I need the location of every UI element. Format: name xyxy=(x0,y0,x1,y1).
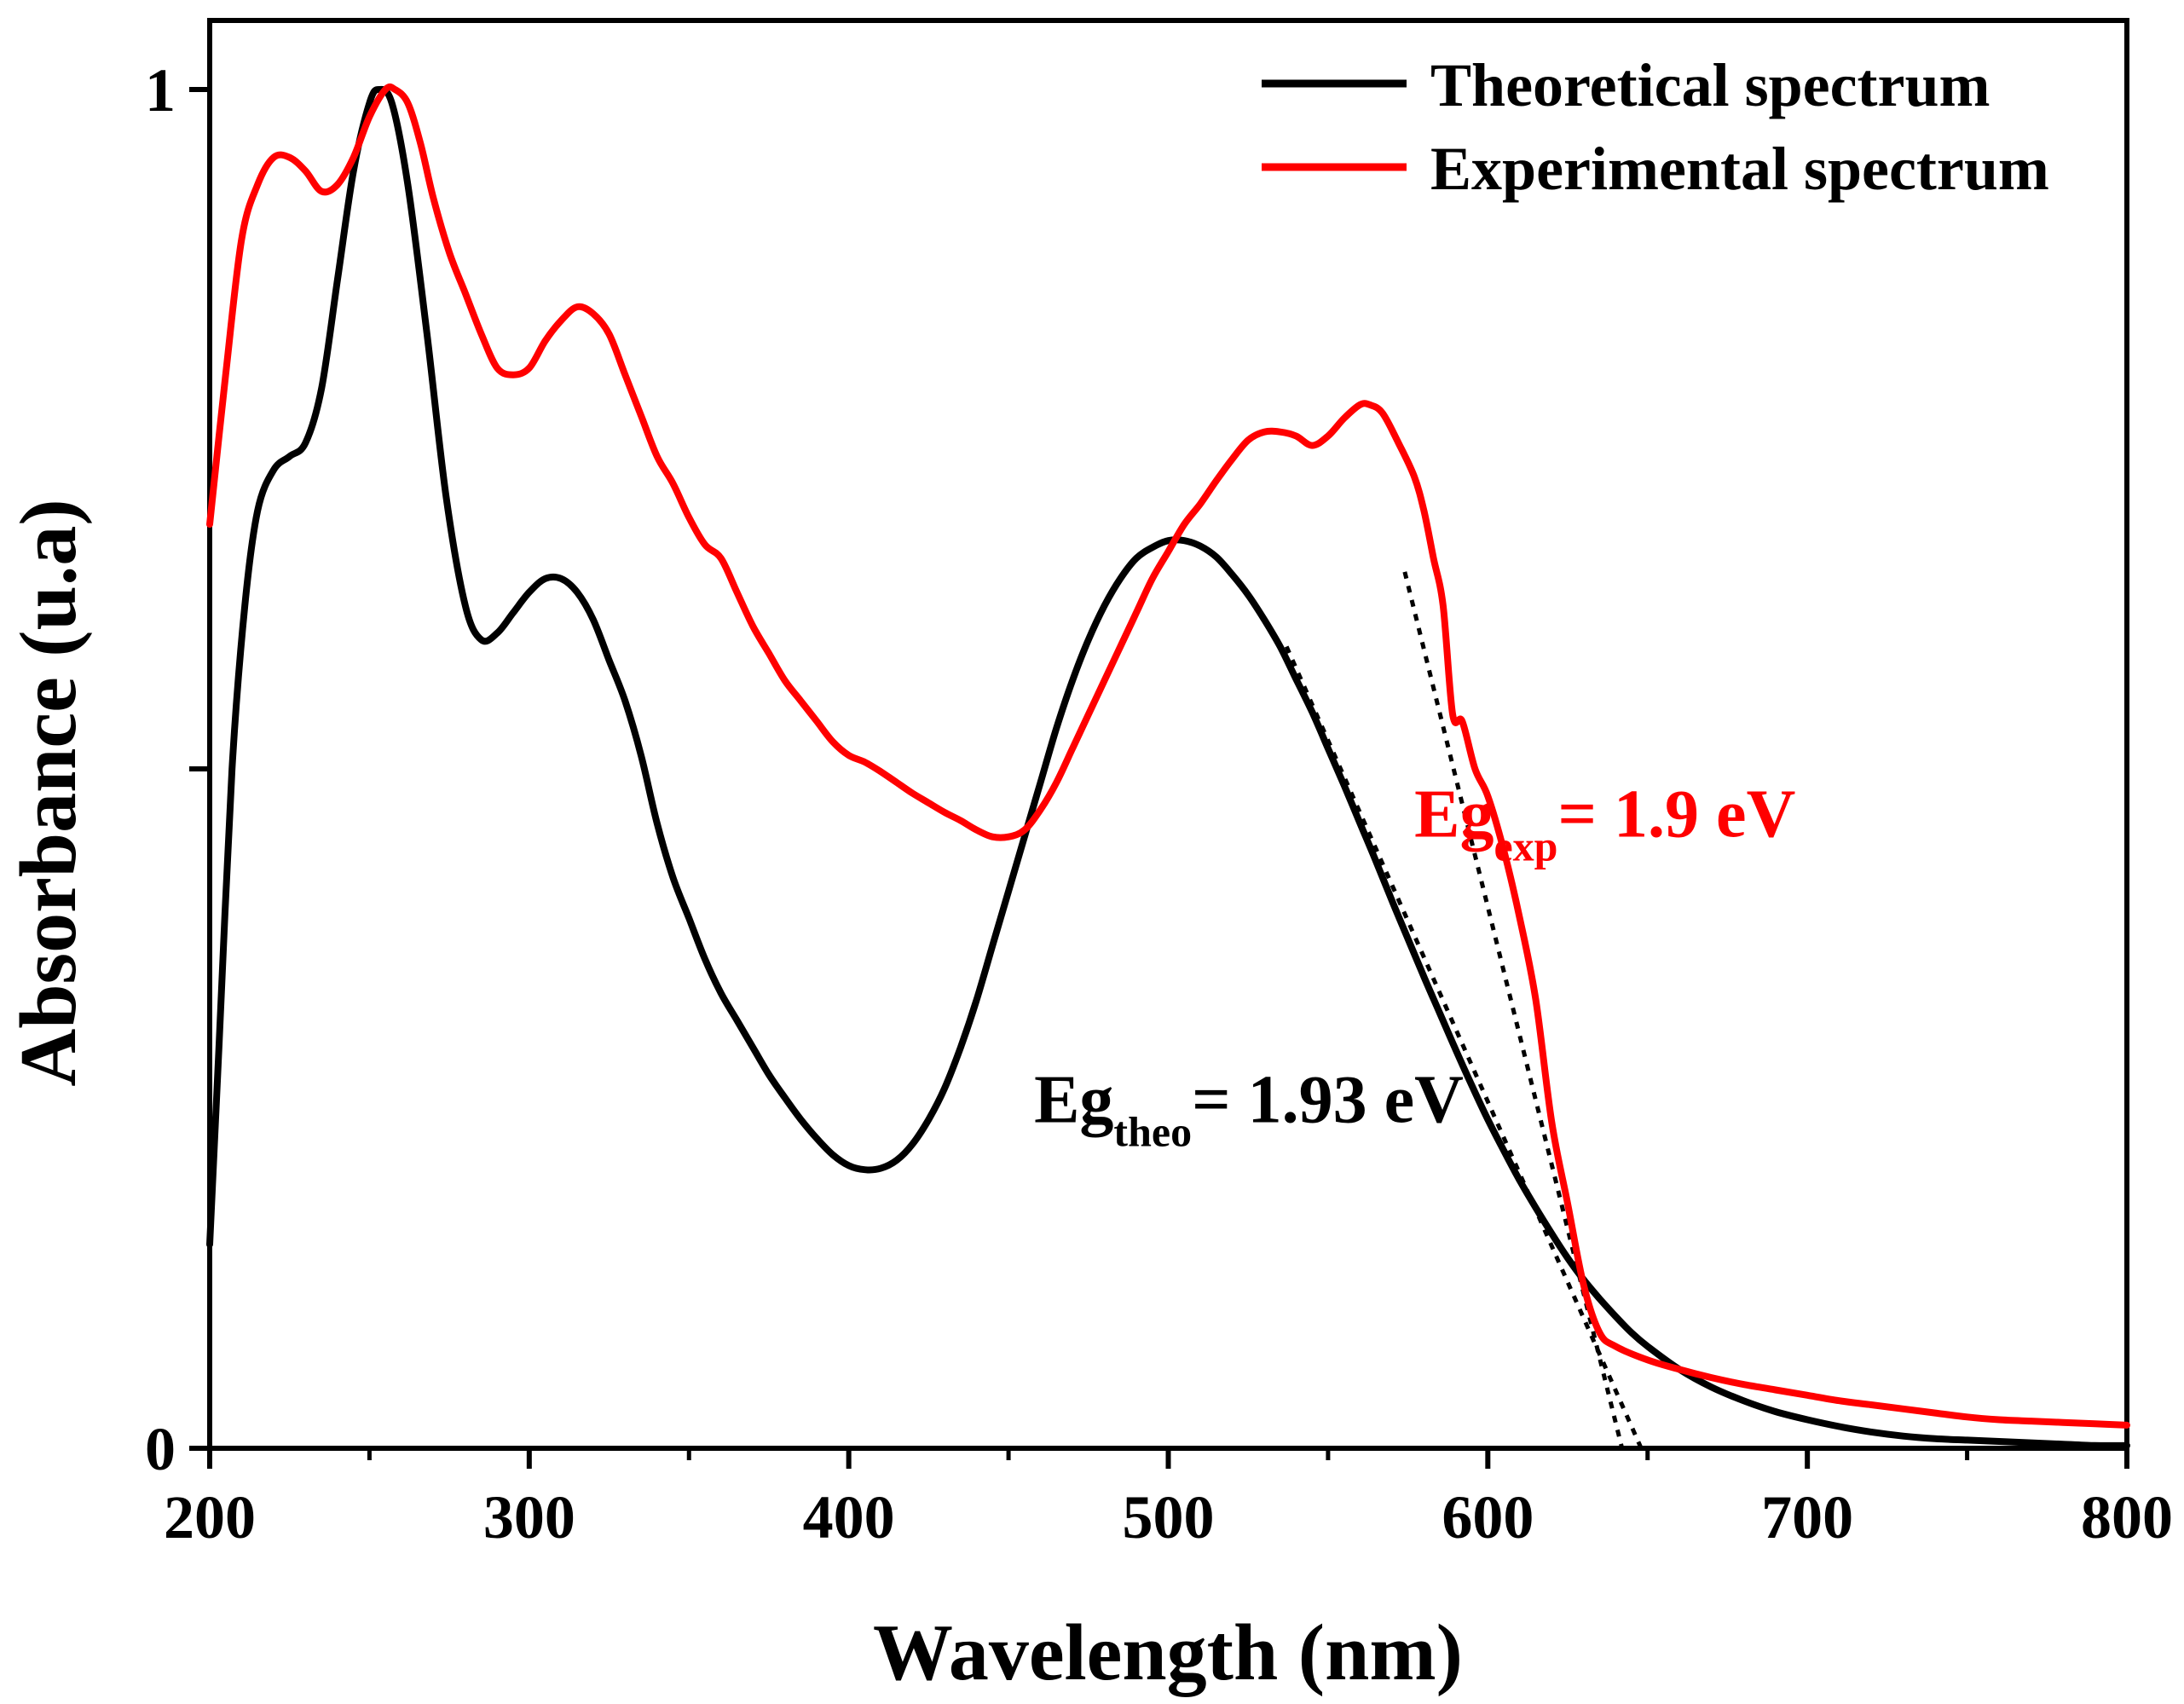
legend-label-experimental: Experimental spectrum xyxy=(1430,135,2049,203)
y-tick-label-1: 1 xyxy=(145,56,176,124)
theoretical-tangent xyxy=(1284,645,1644,1450)
axis-tick-labels: 200 300 400 500 600 700 800 0 1 xyxy=(145,56,2173,1551)
eg-exp-main: Eg xyxy=(1414,777,1494,852)
y-tick-label-0: 0 xyxy=(145,1415,176,1483)
experimental-tangent xyxy=(1402,571,1625,1449)
series-line-experimental xyxy=(206,83,2130,1429)
x-tick-label-400: 400 xyxy=(803,1483,895,1551)
x-tick-label-700: 700 xyxy=(1761,1483,1853,1551)
tangent-lines xyxy=(1284,571,1644,1450)
eg-exp-subscript: exp xyxy=(1494,823,1557,870)
legend: Theoretical spectrum Experimental spectr… xyxy=(1262,51,2049,203)
eg-theo-main: Eg xyxy=(1034,1062,1113,1137)
spectrum-series xyxy=(206,83,2130,1449)
x-tick-label-800: 800 xyxy=(2081,1483,2173,1551)
axis-ticks xyxy=(189,87,2129,1469)
plot-frame xyxy=(207,18,2129,1451)
x-tick-label-200: 200 xyxy=(164,1483,256,1551)
eg-theo-label: Egtheo= 1.93 eV xyxy=(1034,1062,1464,1155)
y-axis-title: Absorbance (u.a) xyxy=(4,499,93,1086)
x-tick-label-500: 500 xyxy=(1123,1483,1215,1551)
series-line-theoretical xyxy=(206,85,2130,1449)
eg-theo-value: = 1.93 eV xyxy=(1192,1062,1464,1137)
x-tick-label-600: 600 xyxy=(1442,1483,1534,1551)
legend-label-theoretical: Theoretical spectrum xyxy=(1430,51,1990,119)
x-axis-title: Wavelength (nm) xyxy=(873,1609,1463,1697)
eg-exp-label: Egexp= 1.9 eV xyxy=(1414,777,1795,870)
eg-exp-value: = 1.9 eV xyxy=(1557,777,1795,852)
x-tick-label-300: 300 xyxy=(483,1483,575,1551)
eg-theo-subscript: theo xyxy=(1113,1107,1192,1155)
